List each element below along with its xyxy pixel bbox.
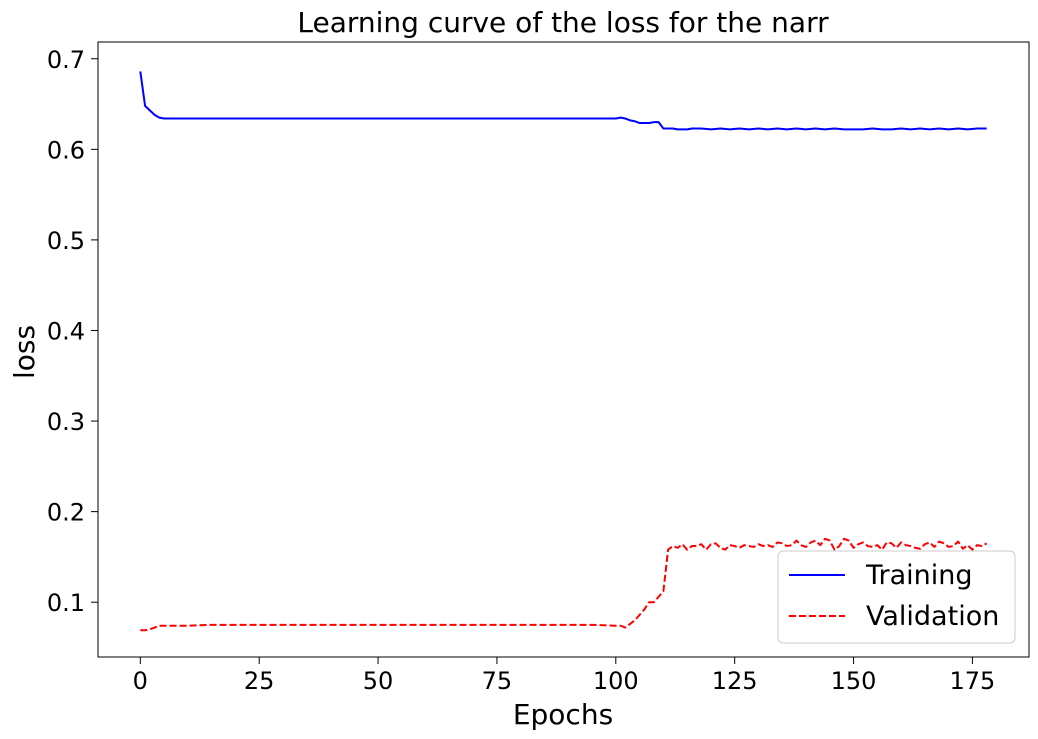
x-tick-label: 0 (133, 667, 148, 695)
y-tick-label: 0.5 (47, 227, 85, 255)
x-tick-label: 175 (950, 667, 996, 695)
y-tick-label: 0.3 (47, 408, 85, 436)
series-line-training (139, 71, 987, 131)
x-tick-label: 50 (363, 667, 394, 695)
legend: Training Validation (777, 550, 1016, 644)
x-axis-label: Epochs (513, 698, 613, 731)
legend-label-training: Training (865, 560, 973, 591)
y-axis-label: loss (8, 325, 41, 379)
legend-label-validation: Validation (866, 601, 999, 632)
plot-area: 0 25 50 75 100 125 150 175 0.10.20.30.40.50.60.… (47, 41, 1030, 695)
x-tick-label: 100 (593, 667, 639, 695)
y-tick-label: 0.4 (47, 317, 85, 345)
plot-frame (97, 41, 1030, 658)
series-layer (139, 71, 988, 632)
series-line-validation (140, 537, 988, 632)
y-tick-label: 0.2 (47, 499, 85, 527)
chart-title: Learning curve of the loss for the narr (297, 6, 829, 39)
y-axis-ticks: 0.1 0.2 0.3 0.4 0.5 0.6 0.7 (47, 46, 98, 617)
y-tick-label: 0.1 (47, 589, 85, 617)
x-tick-label: 25 (244, 667, 275, 695)
y-tick-label: 0.7 (47, 46, 85, 74)
y-tick-label: 0.6 (47, 136, 85, 164)
x-tick-label: 125 (712, 667, 758, 695)
x-axis-ticks: 0 25 50 75 100 125 150 175 (133, 657, 996, 695)
x-tick-label: 150 (831, 667, 877, 695)
x-tick-label: 75 (482, 667, 513, 695)
